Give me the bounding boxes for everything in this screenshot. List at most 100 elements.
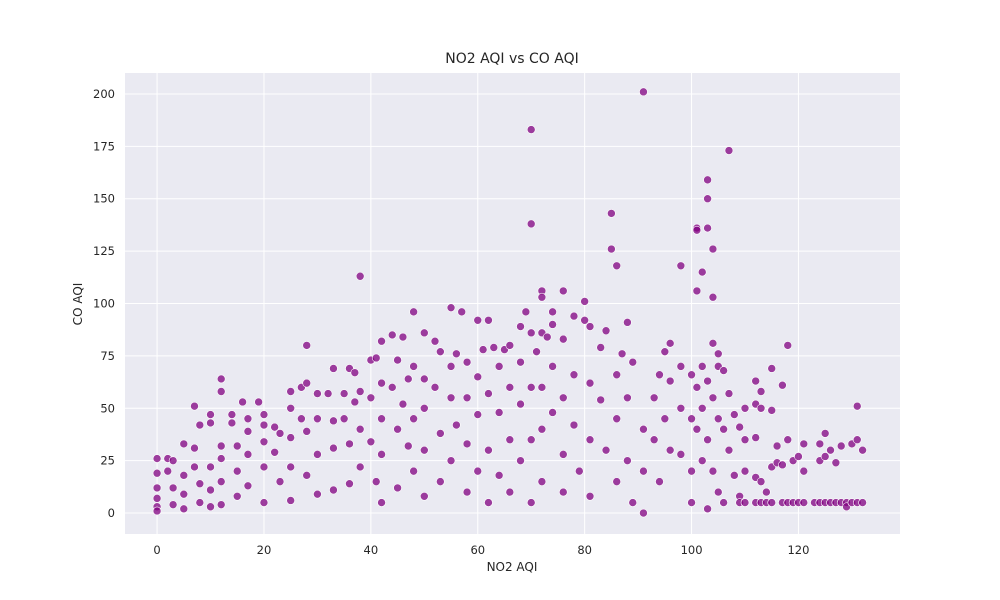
scatter-point	[190, 462, 199, 472]
scatter-point	[345, 439, 354, 449]
scatter-point	[858, 445, 867, 455]
scatter-point	[313, 450, 322, 459]
scatter-point	[387, 383, 397, 392]
scatter-point	[420, 374, 429, 384]
scatter-point	[558, 334, 568, 344]
scatter-point	[232, 466, 242, 476]
scatter-point	[484, 389, 493, 398]
scatter-point	[232, 441, 242, 451]
x-tick-label: 80	[577, 543, 592, 557]
scatter-point	[152, 468, 162, 478]
scatter-point	[660, 347, 670, 356]
scatter-point	[243, 450, 253, 459]
scatter-point	[708, 393, 718, 403]
scatter-point	[724, 445, 734, 455]
scatter-point	[516, 357, 525, 367]
scatter-point	[719, 424, 728, 434]
scatter-point	[227, 410, 237, 419]
scatter-point	[580, 297, 589, 306]
scatter-point	[516, 399, 525, 409]
scatter-point	[548, 320, 557, 329]
scatter-point	[794, 452, 803, 461]
scatter-point	[740, 498, 750, 507]
scatter-point	[778, 460, 787, 470]
scatter-point	[799, 498, 809, 507]
scatter-point	[697, 456, 707, 465]
scatter-point	[494, 408, 504, 417]
scatter-point	[708, 244, 718, 254]
scatter-point	[179, 504, 189, 514]
scatter-point	[575, 466, 584, 476]
scatter-point	[436, 347, 445, 356]
scatter-point	[393, 355, 402, 365]
scatter-point	[676, 261, 686, 271]
scatter-point	[703, 194, 712, 204]
scatter-point	[505, 487, 515, 497]
x-tick-label: 20	[257, 543, 272, 557]
y-axis-label: CO AQI	[71, 283, 85, 326]
scatter-point	[420, 328, 429, 338]
y-tick-label: 175	[93, 139, 115, 153]
scatter-point	[799, 439, 809, 449]
scatter-point	[526, 498, 536, 507]
scatter-point	[505, 383, 515, 392]
scatter-point	[740, 403, 750, 413]
scatter-point	[735, 422, 744, 432]
scatter-point	[275, 429, 285, 438]
scatter-point	[302, 471, 312, 480]
scatter-point	[703, 504, 712, 514]
scatter-point	[371, 477, 381, 486]
scatter-point	[607, 244, 616, 254]
scatter-point	[703, 376, 712, 386]
scatter-point	[403, 374, 413, 384]
scatter-point	[676, 450, 686, 459]
scatter-point	[216, 454, 226, 463]
scatter-point	[270, 422, 279, 432]
scatter-point	[697, 403, 707, 413]
scatter-point	[227, 418, 237, 428]
scatter-point	[548, 408, 557, 417]
scatter-point	[420, 491, 429, 501]
scatter-point	[607, 209, 616, 218]
scatter-point	[446, 362, 456, 371]
scatter-point	[858, 498, 867, 507]
scatter-point	[831, 458, 841, 468]
scatter-point	[366, 393, 376, 403]
scatter-point	[462, 439, 472, 449]
scatter-point	[286, 387, 295, 396]
scatter-point	[329, 416, 338, 426]
scatter-point	[339, 414, 349, 424]
scatter-point	[537, 424, 547, 434]
scatter-point	[505, 435, 515, 445]
scatter-point	[537, 292, 547, 302]
scatter-point	[216, 441, 226, 451]
scatter-point	[649, 393, 659, 403]
x-tick-label: 60	[470, 543, 485, 557]
scatter-point	[206, 462, 215, 472]
scatter-point	[852, 435, 862, 445]
scatter-point	[473, 372, 483, 382]
scatter-point	[655, 477, 664, 486]
scatter-point	[703, 175, 712, 185]
scatter-point	[719, 498, 728, 507]
scatter-point	[558, 393, 568, 403]
scatter-point	[446, 393, 456, 403]
scatter-point	[393, 483, 402, 493]
scatter-point	[639, 424, 648, 434]
scatter-point	[377, 414, 386, 424]
scatter-point	[516, 456, 525, 465]
scatter-point	[767, 406, 777, 415]
scatter-point	[537, 383, 547, 392]
scatter-point	[243, 481, 253, 491]
scatter-point	[329, 485, 338, 495]
scatter-point	[206, 418, 215, 428]
scatter-point	[216, 387, 226, 396]
scatter-point	[323, 389, 333, 398]
scatter-point	[601, 445, 611, 455]
scatter-point	[730, 410, 739, 419]
scatter-point	[398, 332, 408, 342]
scatter-point	[767, 498, 777, 507]
scatter-point	[462, 357, 472, 367]
scatter-point	[329, 364, 338, 373]
scatter-point	[195, 420, 205, 430]
